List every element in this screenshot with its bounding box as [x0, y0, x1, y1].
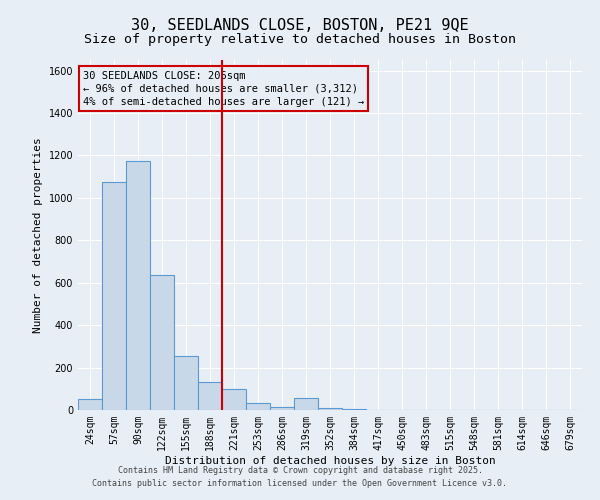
Text: 30 SEEDLANDS CLOSE: 206sqm
← 96% of detached houses are smaller (3,312)
4% of se: 30 SEEDLANDS CLOSE: 206sqm ← 96% of deta…: [83, 70, 364, 107]
Bar: [294, 398, 318, 410]
Bar: [342, 409, 366, 410]
Bar: [102, 182, 126, 410]
X-axis label: Distribution of detached houses by size in Boston: Distribution of detached houses by size …: [164, 456, 496, 466]
Bar: [318, 408, 342, 410]
Text: Size of property relative to detached houses in Boston: Size of property relative to detached ho…: [84, 32, 516, 46]
Bar: [246, 402, 270, 410]
Bar: [150, 276, 174, 410]
Text: 30, SEEDLANDS CLOSE, BOSTON, PE21 9QE: 30, SEEDLANDS CLOSE, BOSTON, PE21 9QE: [131, 18, 469, 32]
Bar: [78, 400, 102, 410]
Y-axis label: Number of detached properties: Number of detached properties: [33, 137, 43, 333]
Bar: [174, 356, 198, 410]
Bar: [198, 382, 222, 410]
Bar: [222, 389, 246, 410]
Bar: [270, 407, 294, 410]
Text: Contains HM Land Registry data © Crown copyright and database right 2025.
Contai: Contains HM Land Registry data © Crown c…: [92, 466, 508, 487]
Bar: [126, 161, 150, 410]
